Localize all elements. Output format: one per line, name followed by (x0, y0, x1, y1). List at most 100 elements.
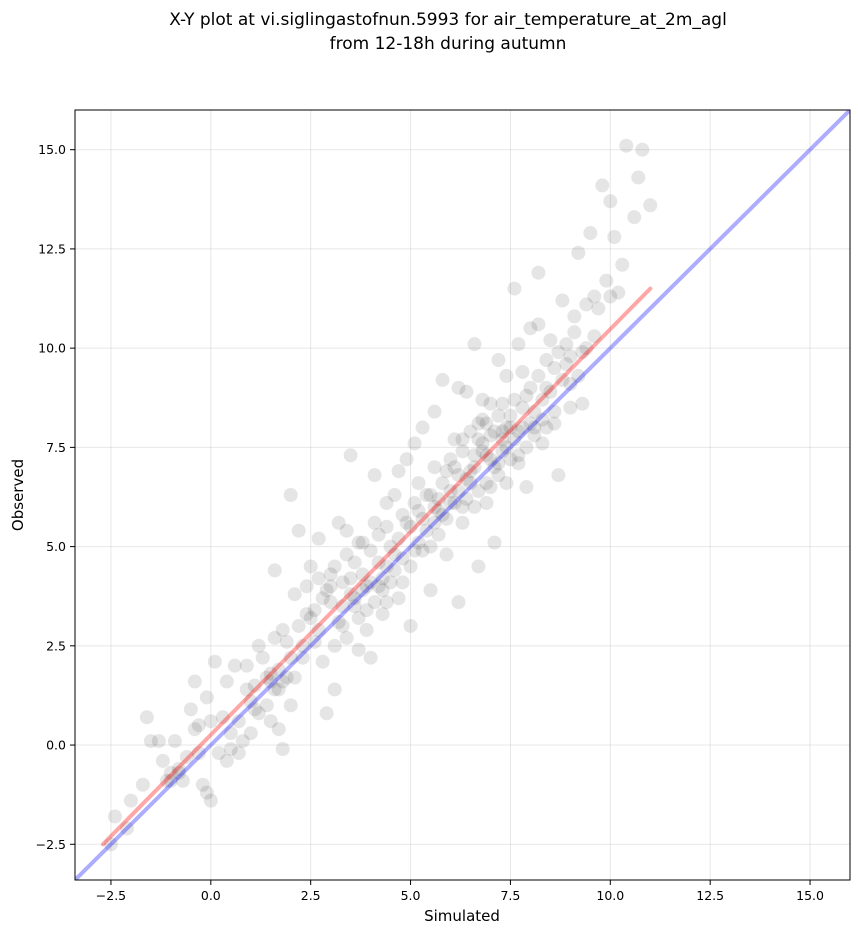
scatter-point (303, 559, 318, 574)
scatter-point (523, 321, 538, 336)
scatter-point (531, 265, 546, 280)
scatter-point (299, 579, 314, 594)
scatter-point (223, 742, 238, 757)
scatter-point (355, 535, 370, 550)
scatter-point (443, 495, 458, 510)
scatter-point (135, 777, 150, 792)
scatter-point (163, 765, 178, 780)
scatter-point (475, 444, 490, 459)
scatter-point (219, 674, 234, 689)
scatter-point (391, 531, 406, 546)
scatter-point (227, 658, 242, 673)
scatter-point (123, 793, 138, 808)
scatter-point (343, 448, 358, 463)
scatter-point (547, 416, 562, 431)
scatter-point (435, 372, 450, 387)
scatter-point (567, 325, 582, 340)
scatter-point (535, 412, 550, 427)
scatter-point (455, 444, 470, 459)
scatter-point (471, 416, 486, 431)
scatter-point (579, 297, 594, 312)
chart-title: X-Y plot at vi.siglingastofnun.5993 for … (169, 10, 727, 30)
scatter-point (271, 662, 286, 677)
scatter-point (287, 670, 302, 685)
scatter-point (427, 515, 442, 530)
scatter-point (371, 555, 386, 570)
scatter-point (539, 420, 554, 435)
scatter-point (219, 753, 234, 768)
scatter-point (171, 765, 186, 780)
scatter-point (499, 420, 514, 435)
scatter-point (231, 714, 246, 729)
scatter-point (575, 345, 590, 360)
y-tick-label: 2.5 (46, 638, 66, 653)
y-tick-label: 5.0 (46, 539, 66, 554)
scatter-point (319, 583, 334, 598)
scatter-point (627, 210, 642, 225)
scatter-point (643, 198, 658, 213)
scatter-point (359, 603, 374, 618)
x-tick-label: −2.5 (96, 888, 126, 903)
scatter-point (459, 472, 474, 487)
scatter-point (423, 488, 438, 502)
scatter-point (467, 337, 482, 352)
scatter-point (583, 226, 598, 241)
scatter-point (531, 368, 546, 383)
scatter-point (315, 654, 330, 669)
scatter-point (531, 317, 546, 332)
scatter-point (175, 773, 190, 788)
scatter-point (423, 583, 438, 598)
scatter-point (343, 571, 358, 586)
scatter-point (475, 412, 490, 427)
scatter-point (375, 571, 390, 586)
scatter-point (211, 745, 226, 760)
scatter-point (415, 420, 430, 435)
scatter-point (307, 603, 322, 618)
scatter-point (291, 523, 306, 538)
scatter-point (559, 337, 574, 352)
scatter-point (191, 718, 206, 733)
scatter-point (439, 464, 454, 479)
scatter-point (507, 432, 522, 447)
scatter-point (407, 495, 422, 510)
scatter-point (363, 575, 378, 590)
y-tick-label: −2.5 (36, 837, 66, 852)
identity-line (75, 110, 850, 880)
scatter-point (555, 372, 570, 387)
scatter-point (455, 432, 470, 447)
scatter-point (511, 448, 526, 463)
scatter-point (491, 353, 506, 368)
scatter-point (443, 452, 458, 467)
scatter-point (139, 710, 154, 725)
scatter-point (551, 345, 566, 360)
scatter-point (415, 543, 430, 558)
scatter-point (251, 706, 266, 721)
scatter-point (279, 634, 294, 649)
scatter-point (395, 575, 410, 590)
scatter-point (283, 488, 298, 502)
scatter-point (591, 301, 606, 316)
scatter-point (411, 503, 426, 518)
scatter-point (183, 702, 198, 717)
scatter-point (447, 495, 462, 510)
scatter-point (511, 424, 526, 439)
y-tick-label: 7.5 (46, 440, 66, 455)
scatter-point (603, 289, 618, 304)
scatter-point (499, 476, 514, 491)
scatter-point (403, 519, 418, 534)
scatter-point (495, 424, 510, 439)
scatter-point (463, 476, 478, 491)
scatter-point (207, 654, 222, 669)
scatter-point (311, 531, 326, 546)
scatter-point (547, 360, 562, 375)
scatter-point (563, 400, 578, 415)
reference-lines (75, 110, 850, 880)
scatter-point (587, 329, 602, 344)
scatter-point (243, 726, 258, 741)
scatter-point (263, 674, 278, 689)
scatter-point (247, 678, 262, 693)
scatter-point (491, 456, 506, 471)
scatter-point (523, 380, 538, 395)
scatter-point (379, 559, 394, 574)
scatter-point (179, 749, 194, 764)
